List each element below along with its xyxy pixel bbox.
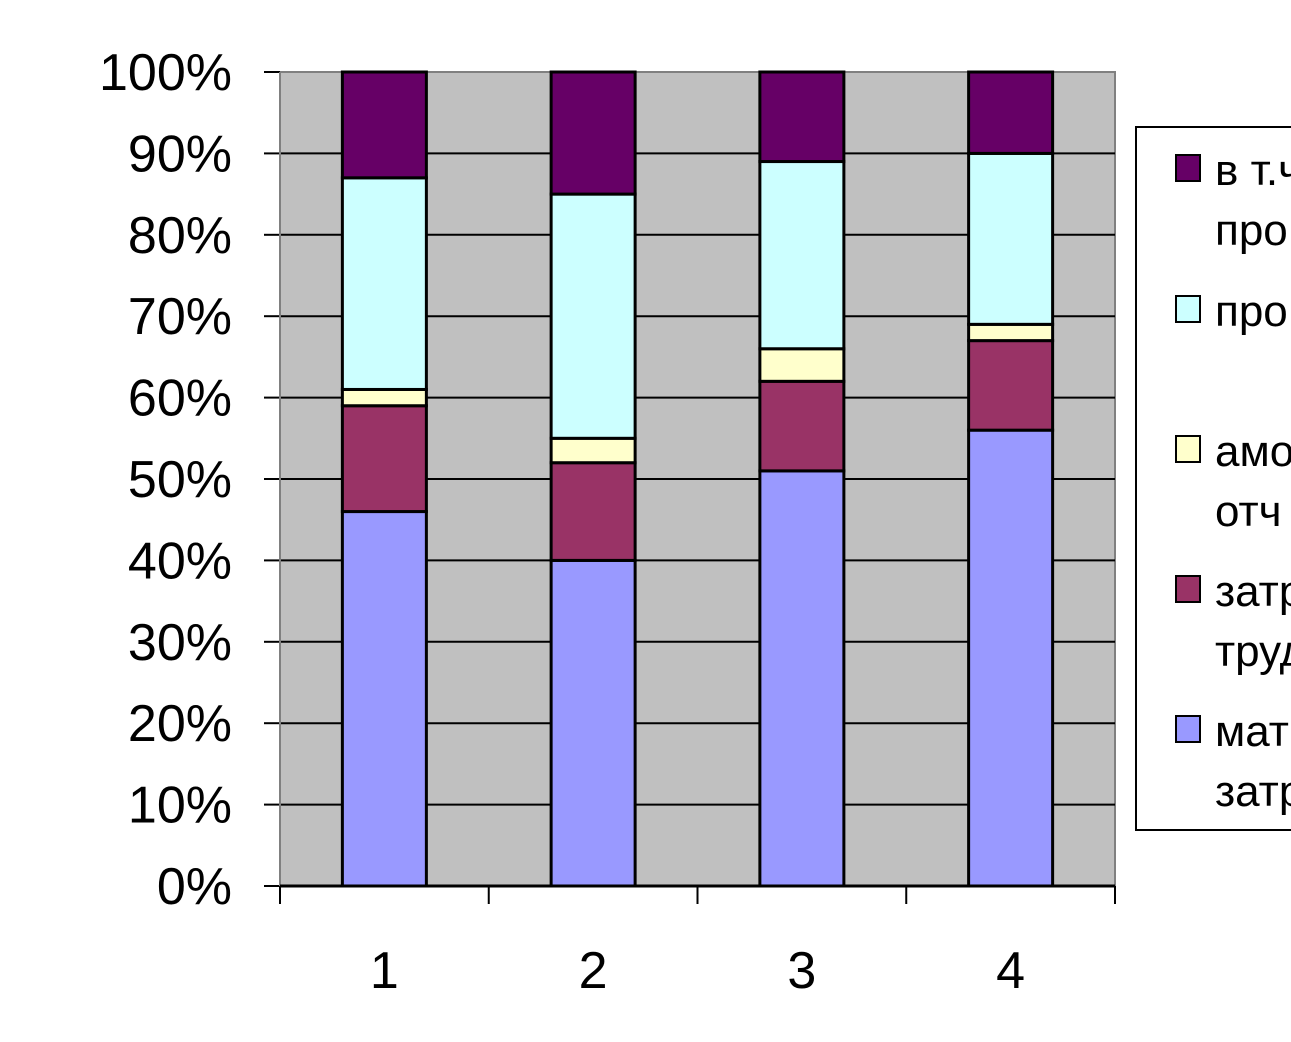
- bar-segment: [549, 192, 637, 440]
- bar-segment: [340, 387, 428, 408]
- bar-segment: [549, 558, 637, 888]
- y-tick-label: 30%: [128, 614, 232, 672]
- legend-swatch: [1175, 715, 1201, 743]
- legend-label: отч: [1215, 487, 1282, 536]
- legend-label: про: [1215, 206, 1288, 255]
- bar-segment: [967, 428, 1055, 888]
- legend-label: затр: [1215, 567, 1291, 616]
- bar-segment: [967, 151, 1055, 326]
- y-tick-label: 20%: [128, 695, 232, 753]
- legend-label: в т.ч: [1215, 146, 1291, 195]
- bar-segment: [758, 70, 846, 164]
- bar-segment: [340, 176, 428, 391]
- legend-swatch: [1175, 435, 1201, 463]
- legend-swatch: [1175, 575, 1201, 603]
- legend-label: затр: [1215, 767, 1291, 816]
- bar-segment: [340, 70, 428, 180]
- y-tick-label: 10%: [128, 777, 232, 835]
- legend-swatch: [1175, 154, 1201, 182]
- y-tick-label: 100%: [99, 44, 232, 102]
- legend-swatch: [1175, 295, 1201, 323]
- bar-segment: [758, 379, 846, 473]
- legend-label: про: [1215, 287, 1288, 336]
- legend-box: [1135, 126, 1291, 831]
- x-tick-label: 1: [370, 942, 399, 1000]
- y-tick-label: 50%: [128, 451, 232, 509]
- y-tick-label: 90%: [128, 125, 232, 183]
- y-tick-label: 60%: [128, 370, 232, 428]
- legend-label: труд: [1215, 627, 1291, 676]
- y-tick-labels: 0% 10% 20% 30% 40% 50% 60% 70% 80% 90% 100%: [99, 44, 232, 916]
- bar-segment: [340, 404, 428, 514]
- x-tick-labels: 1 2 3 4: [370, 942, 1025, 1000]
- bar-segment: [758, 347, 846, 383]
- bar-segment: [340, 510, 428, 888]
- x-tick-label: 4: [996, 942, 1025, 1000]
- legend-label: амо: [1215, 427, 1291, 476]
- bar-segment: [758, 469, 846, 888]
- x-tick-label: 2: [579, 942, 608, 1000]
- y-tick-label: 80%: [128, 207, 232, 265]
- bar-segment: [967, 70, 1055, 155]
- axes: [264, 71, 1116, 904]
- bar-segment: [967, 339, 1055, 432]
- y-tick-label: 70%: [128, 288, 232, 346]
- bar-segment: [549, 70, 637, 196]
- bar-segment: [549, 461, 637, 562]
- x-tick-label: 3: [787, 942, 816, 1000]
- bars: [340, 70, 1055, 888]
- legend-label: мат: [1215, 707, 1289, 756]
- bar-segment: [758, 160, 846, 351]
- bar-segment: [549, 436, 637, 465]
- y-tick-label: 40%: [128, 532, 232, 590]
- y-tick-label: 0%: [157, 858, 232, 916]
- legend: в т.ч про про амо отч затр труд мат затр: [1135, 126, 1291, 831]
- bar-segment: [967, 322, 1055, 343]
